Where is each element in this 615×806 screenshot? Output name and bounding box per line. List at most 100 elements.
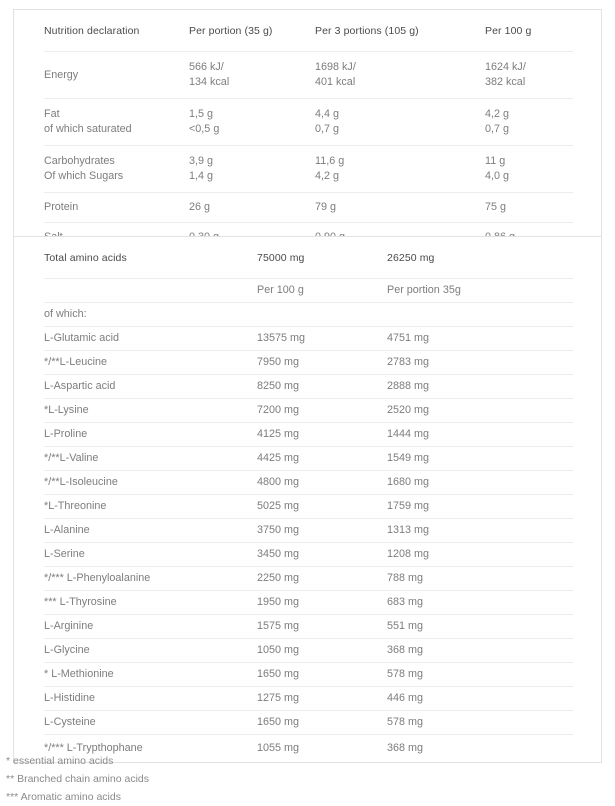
- amino-row-per-portion: 578 mg: [387, 662, 573, 687]
- amino-row-name: L-Aspartic acid: [44, 374, 257, 399]
- amino-row-name: *L-Threonine: [44, 494, 257, 519]
- amino-row-per-portion: 2888 mg: [387, 374, 573, 399]
- amino-row-name: *L-Lysine: [44, 398, 257, 423]
- cell-line-primary: 11 g: [485, 155, 506, 167]
- table-row: L-Glycine 1050 mg 368 mg: [44, 638, 573, 663]
- amino-row-per-portion: 683 mg: [387, 590, 573, 615]
- amino-table-head: Total amino acids 75000 mg 26250 mg: [44, 237, 573, 279]
- amino-subheader-per-portion: Per portion 35g: [387, 278, 573, 303]
- table-row: *L-Threonine 5025 mg 1759 mg: [44, 494, 573, 519]
- nutrition-row-label: Protein: [44, 192, 189, 223]
- nutrition-header-per-3-portions: Per 3 portions (105 g): [315, 24, 419, 37]
- amino-subheader-blank: [44, 278, 257, 303]
- amino-row-per-100g: 7200 mg: [257, 398, 387, 423]
- table-row: *** L-Thyrosine 1950 mg 683 mg: [44, 590, 573, 615]
- table-row: Energy 566 kJ/134 kcal 1698 kJ/401 kcal 162…: [44, 51, 573, 99]
- nutrition-declaration-card: Nutrition declaration Per portion (35 g)…: [13, 9, 602, 260]
- table-row: L-Alanine 3750 mg 1313 mg: [44, 518, 573, 543]
- table-row: Fat of which saturated 1,5 g <0,5 g 4,4 g 0,7…: [44, 98, 573, 146]
- amino-row-per-100g: 1055 mg: [257, 734, 387, 762]
- amino-row-per-100g: 2250 mg: [257, 566, 387, 591]
- amino-row-name: L-Cysteine: [44, 710, 257, 735]
- cell-line-primary: 26 g: [189, 201, 211, 213]
- cell-line-primary: 4,2 g: [485, 108, 510, 120]
- amino-row-per-100g: 4425 mg: [257, 446, 387, 471]
- amino-row-per-portion: 788 mg: [387, 566, 573, 591]
- amino-row-per-portion: 4751 mg: [387, 326, 573, 351]
- amino-subheader-row: Per 100 g Per portion 35g: [44, 278, 573, 303]
- amino-row-per-100g: 3750 mg: [257, 518, 387, 543]
- cell-line-secondary: Of which Sugars: [44, 170, 124, 182]
- cell-line-primary: 1698 kJ/: [315, 61, 356, 73]
- cell-line-primary: 1,5 g: [189, 108, 214, 120]
- amino-row-per-portion: 1759 mg: [387, 494, 573, 519]
- amino-row-per-portion: 2520 mg: [387, 398, 573, 423]
- amino-table-body: Per 100 g Per portion 35g of which: L-Gluta…: [44, 278, 573, 762]
- amino-row-per-100g: 1950 mg: [257, 590, 387, 615]
- nutrition-card-inner: Nutrition declaration Per portion (35 g)…: [14, 10, 601, 259]
- amino-row-per-100g: 4125 mg: [257, 422, 387, 447]
- nutrition-row-per-portion: 1,5 g <0,5 g: [189, 98, 315, 146]
- amino-row-per-portion: 368 mg: [387, 638, 573, 663]
- amino-row-name: L-Alanine: [44, 518, 257, 543]
- amino-row-name: L-Histidine: [44, 686, 257, 711]
- nutrition-row-per-3-portions: 79 g: [315, 192, 485, 223]
- footnote-item: * essential amino acids: [6, 755, 114, 767]
- amino-row-name: */**L-Valine: [44, 446, 257, 471]
- table-row: L-Cysteine 1650 mg 578 mg: [44, 710, 573, 735]
- cell-line-secondary: 134 kcal: [189, 76, 230, 88]
- cell-line-primary: Energy: [44, 68, 79, 81]
- table-row: */**L-Isoleucine 4800 mg 1680 mg: [44, 470, 573, 495]
- cell-line-primary: Fat: [44, 108, 60, 120]
- cell-line-secondary: <0,5 g: [189, 123, 220, 135]
- table-row: L-Arginine 1575 mg 551 mg: [44, 614, 573, 639]
- amino-row-per-100g: 8250 mg: [257, 374, 387, 399]
- nutrition-header-per-portion: Per portion (35 g): [189, 24, 273, 37]
- nutrition-row-per-portion: 566 kJ/134 kcal: [189, 51, 315, 99]
- table-row: L-Serine 3450 mg 1208 mg: [44, 542, 573, 567]
- cell-line-secondary: of which saturated: [44, 123, 132, 135]
- amino-header-row: Total amino acids 75000 mg 26250 mg: [44, 237, 573, 279]
- cell-line-secondary: 401 kcal: [315, 76, 356, 88]
- footnote-item: ** Branched chain amino acids: [6, 773, 150, 785]
- amino-row-per-portion: 1444 mg: [387, 422, 573, 447]
- nutrition-declaration-table: Nutrition declaration Per portion (35 g)…: [44, 10, 573, 259]
- nutrition-table-head: Nutrition declaration Per portion (35 g)…: [44, 10, 573, 52]
- amino-row-name: L-Serine: [44, 542, 257, 567]
- amino-row-per-portion: 1680 mg: [387, 470, 573, 495]
- amino-row-name: */**L-Isoleucine: [44, 470, 257, 495]
- amino-row-per-portion: 578 mg: [387, 710, 573, 735]
- amino-header-total-100: 75000 mg: [257, 251, 305, 264]
- nutrition-header-row: Nutrition declaration Per portion (35 g)…: [44, 10, 573, 52]
- amino-row-per-100g: 1650 mg: [257, 710, 387, 735]
- amino-row-name: */**L-Leucine: [44, 350, 257, 375]
- cell-line-primary: 566 kJ/: [189, 61, 224, 73]
- table-row: */*** L-Phenyloalanine 2250 mg 788 mg: [44, 566, 573, 591]
- amino-card-inner: Total amino acids 75000 mg 26250 mg Per …: [14, 237, 601, 762]
- amino-header-total-portion: 26250 mg: [387, 251, 435, 264]
- cell-line-primary: 75 g: [485, 201, 507, 213]
- amino-row-per-portion: 1313 mg: [387, 518, 573, 543]
- amino-acids-card: Total amino acids 75000 mg 26250 mg Per …: [13, 236, 602, 763]
- table-row: *L-Lysine 7200 mg 2520 mg: [44, 398, 573, 423]
- amino-row-per-100g: 13575 mg: [257, 326, 387, 351]
- nutrition-table-body: Energy 566 kJ/134 kcal 1698 kJ/401 kcal 162…: [44, 51, 573, 259]
- nutrition-row-label: Energy: [44, 51, 189, 99]
- nutrition-row-per-3-portions: 4,4 g 0,7 g: [315, 98, 485, 146]
- amino-row-name: L-Proline: [44, 422, 257, 447]
- table-row: L-Proline 4125 mg 1444 mg: [44, 422, 573, 447]
- cell-line-primary: Carbohydrates: [44, 155, 115, 167]
- cell-line-secondary: 4,2 g: [315, 170, 340, 182]
- nutrition-row-label: Fat of which saturated: [44, 98, 189, 146]
- amino-row-per-100g: 4800 mg: [257, 470, 387, 495]
- amino-of-which-label: of which:: [44, 302, 257, 327]
- nutrition-row-per-portion: 3,9 g 1,4 g: [189, 145, 315, 193]
- amino-row-per-100g: 1650 mg: [257, 662, 387, 687]
- nutrition-row-per-100g: 1624 kJ/382 kcal: [485, 51, 573, 99]
- nutrition-row-per-portion: 26 g: [189, 192, 315, 223]
- table-row: L-Aspartic acid 8250 mg 2888 mg: [44, 374, 573, 399]
- table-row: Carbohydrates Of which Sugars 3,9 g 1,4 g 11…: [44, 145, 573, 193]
- cell-line-primary: 3,9 g: [189, 155, 214, 167]
- amino-row-per-100g: 1575 mg: [257, 614, 387, 639]
- nutrition-row-per-100g: 4,2 g 0,7 g: [485, 98, 573, 146]
